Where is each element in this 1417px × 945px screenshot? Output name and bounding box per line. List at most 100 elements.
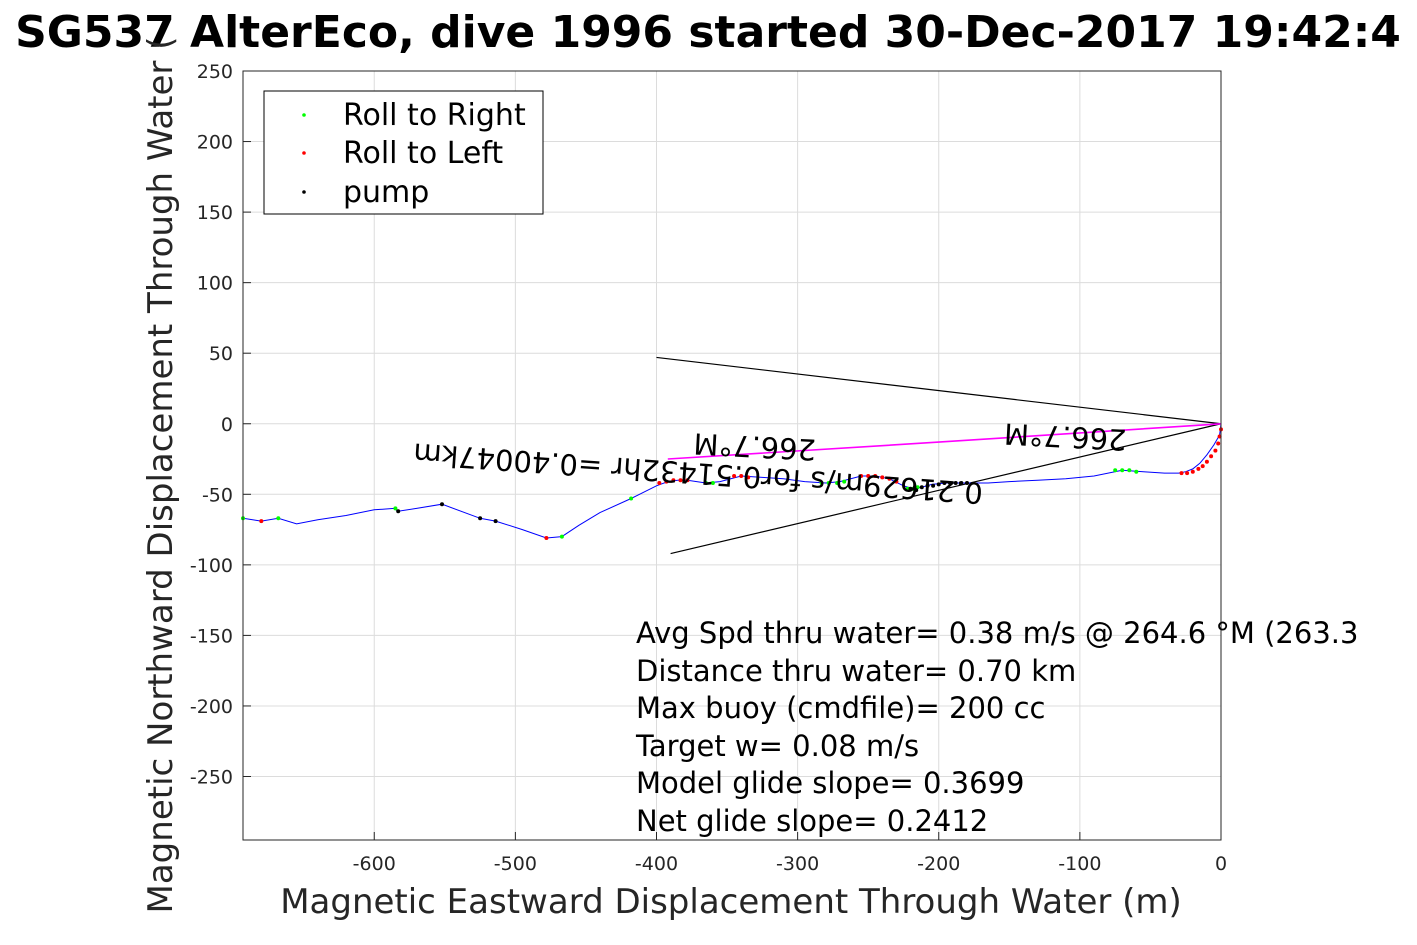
point-roll-to-left [1179, 471, 1184, 476]
series-line-average-path [667, 423, 1222, 460]
point-roll-to-left [746, 475, 751, 480]
series [241, 423, 1223, 540]
point-roll-to-right [835, 481, 840, 485]
stats-block: Avg Spd thru water= 0.38 m/s @ 264.6 °M … [635, 616, 1358, 838]
point-roll-to-left [859, 474, 864, 478]
point-pump [440, 502, 444, 507]
y-tick-label: 100 [197, 273, 233, 295]
point-roll-to-left [1185, 471, 1190, 476]
legend-marker-pump [302, 190, 306, 194]
legend-marker-roll-right [302, 113, 306, 117]
legend: Roll to Right Roll to Left pump [263, 90, 544, 215]
legend-label-pump: pump [343, 175, 429, 210]
point-roll-to-right [276, 516, 281, 521]
x-tick-label: -600 [353, 853, 396, 875]
y-tick-label: -150 [190, 625, 233, 647]
point-roll-to-left [685, 478, 690, 483]
point-pump [936, 482, 941, 487]
heading-annotation-label: 266.7°M [693, 426, 817, 466]
y-tick-label: 200 [197, 132, 233, 154]
point-roll-to-right [710, 481, 715, 485]
point-pump [959, 481, 964, 485]
point-pump [478, 516, 483, 521]
point-roll-to-left [664, 479, 669, 484]
stats-net-glide: Net glide slope= 0.2412 [636, 804, 988, 838]
point-roll-to-right [1134, 469, 1139, 474]
stats-target-w: Target w= 0.08 m/s [635, 729, 919, 763]
legend-label-roll-right: Roll to Right [343, 98, 526, 133]
point-roll-to-left [739, 474, 744, 478]
x-tick-label: -200 [917, 853, 960, 875]
point-pump [493, 519, 498, 524]
legend-label-roll-left: Roll to Left [343, 136, 503, 171]
point-roll-to-right [559, 534, 564, 539]
point-roll-to-right [393, 506, 398, 511]
point-pump [925, 483, 930, 488]
point-roll-to-left [259, 519, 264, 524]
point-roll-to-left [887, 476, 892, 481]
stats-model-glide: Model glide slope= 0.3699 [636, 766, 1024, 800]
x-tick-label: -500 [494, 853, 537, 875]
y-tick-label: 50 [209, 343, 233, 365]
legend-marker-roll-left [302, 151, 306, 155]
point-pump [965, 481, 969, 485]
point-roll-to-right [826, 481, 831, 485]
ticks: -600 -500 -400 -300 -200 -100 0 250 200 150 100 50 0… [190, 61, 1227, 875]
point-roll-to-left [1213, 448, 1218, 453]
legend-box [263, 90, 544, 215]
point-roll-to-right [819, 481, 824, 485]
point-roll-to-left [894, 479, 899, 484]
point-pump [931, 483, 936, 488]
point-roll-to-left [1204, 459, 1209, 464]
point-pump [953, 481, 958, 485]
point-roll-to-left [1190, 469, 1195, 474]
heading-annotation-line [656, 356, 1222, 425]
x-tick-label: 0 [1215, 853, 1227, 875]
point-roll-to-left [657, 481, 662, 485]
point-roll-to-left [1200, 464, 1205, 469]
point-roll-to-left [1196, 466, 1201, 471]
annotation-lines [656, 356, 1222, 555]
heading-annotation-label: 266.7°M [1003, 416, 1127, 456]
stats-distance: Distance thru water= 0.70 km [636, 654, 1076, 688]
heading-annotation-line [670, 423, 1222, 555]
point-pump [396, 509, 401, 514]
point-roll-to-left [544, 536, 549, 540]
y-tick-label: -100 [190, 555, 233, 577]
point-roll-to-left [1216, 441, 1221, 446]
point-roll-to-left [866, 474, 871, 478]
point-roll-to-left [880, 475, 885, 480]
x-tick-label: -100 [1058, 853, 1101, 875]
point-roll-to-right [842, 479, 847, 484]
chart-title: SG537 AlterEco, dive 1996 started 30-Dec… [15, 7, 1401, 58]
point-roll-to-right [1127, 468, 1132, 473]
stats-avg-speed: Avg Spd thru water= 0.38 m/s @ 264.6 °M … [636, 616, 1358, 650]
y-tick-label: 0 [221, 414, 233, 436]
point-roll-to-right [703, 481, 708, 485]
point-roll-to-left [1209, 454, 1214, 459]
y-tick-label: 150 [197, 202, 233, 224]
x-axis-label: Magnetic Eastward Displacement Through W… [280, 882, 1182, 922]
point-roll-to-left [873, 474, 878, 478]
point-roll-to-left [678, 478, 683, 483]
plot-frame [242, 70, 1222, 841]
point-pump [948, 481, 952, 485]
point-pump [908, 486, 913, 491]
x-tick-label: -400 [635, 853, 678, 875]
y-tick-label: -50 [202, 484, 233, 506]
x-tick-label: -300 [776, 853, 819, 875]
point-pump [914, 488, 919, 493]
point-roll-to-left [671, 478, 676, 483]
point-roll-to-left [732, 474, 737, 478]
point-roll-to-right [629, 496, 634, 501]
y-tick-label: -200 [190, 696, 233, 718]
y-tick-label: 250 [197, 61, 233, 83]
y-tick-label: -250 [190, 767, 233, 789]
y-axis-label: Magnetic Northward Displacement Through … [141, 37, 181, 914]
point-roll-to-right [905, 486, 910, 491]
point-pump [919, 485, 924, 490]
point-roll-to-right [1113, 468, 1118, 473]
point-roll-to-right [1120, 468, 1125, 473]
point-pump [942, 481, 947, 485]
